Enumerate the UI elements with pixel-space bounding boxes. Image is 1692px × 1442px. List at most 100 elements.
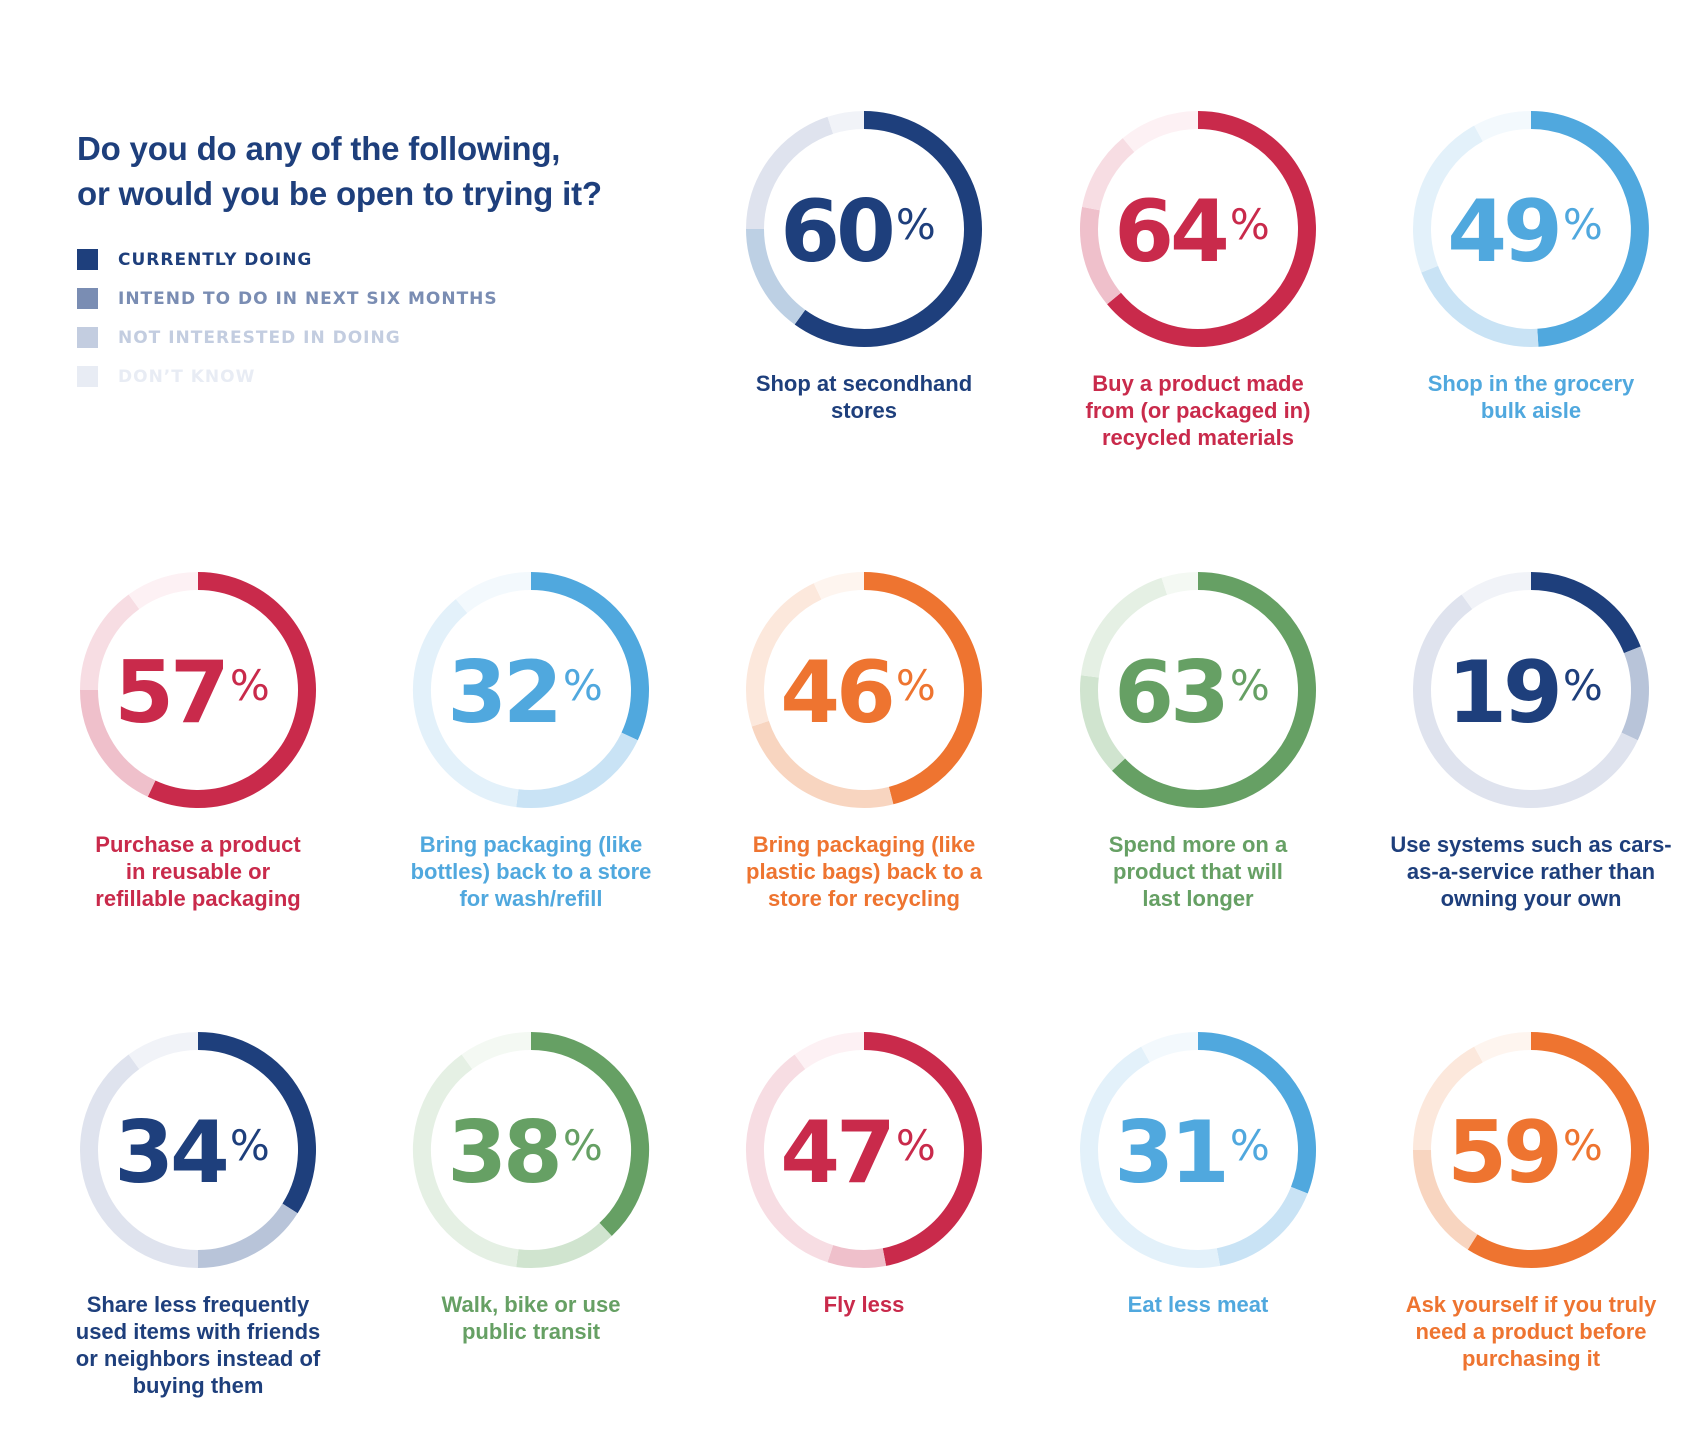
donut-segment-intend [1080,675,1126,771]
donut-caption-line: Share less frequently [86,1292,310,1317]
legend-label: INTEND TO DO IN NEXT SIX MONTHS [118,288,498,309]
donut-caption-line: Walk, bike or use [441,1292,621,1317]
donut-percent-symbol: % [230,661,270,710]
donut-segment-currently-doing [863,1032,982,1266]
donut-segment-not-interested [1080,577,1168,678]
donut-value-label: 19% [1447,643,1603,743]
donut-segment-currently-doing [1107,111,1316,347]
donut-segment-not-interested [1080,1046,1221,1268]
donut-caption-line: public transit [461,1319,601,1344]
donut-value-number: 60 [780,182,892,282]
page-title: Do you do any of the following, or would… [77,126,602,216]
donut-segment-dont-know [827,111,865,134]
donut-segment-not-interested [1082,138,1135,211]
legend-swatch [77,288,98,309]
donut-caption-line: store for recycling [768,886,960,911]
legend-label: NOT INTERESTED IN DOING [118,327,401,348]
donut-caption-line: Spend more on a [1108,832,1288,857]
donut-segment-currently-doing [530,1032,649,1237]
donut-segment-not-interested [1413,125,1483,273]
donut-percent-symbol: % [1230,1121,1270,1170]
donut-segment-not-interested [413,1054,519,1268]
donut-segment-not-interested [746,116,834,230]
donut-caption-line: used items with friends [75,1319,321,1344]
donut-value-number: 63 [1114,643,1226,743]
donut-value-label: 64% [1114,182,1270,282]
donut-11: 31% [1080,1032,1316,1268]
donut-caption: Shop at secondhand stores [714,370,1014,424]
donut-percent-symbol: % [1563,661,1603,710]
donut-4: 32% [413,572,649,808]
donut-caption-line: need a product before [1415,1319,1647,1344]
donut-percent-symbol: % [1563,200,1603,249]
donut-caption-line: bottles) back to a store [410,859,652,884]
donut-percent-symbol: % [563,1121,603,1170]
donut-caption-line: Shop at secondhand [755,371,973,396]
donut-value-label: 47% [780,1103,936,1203]
donut-caption: Purchase a product in reusable or refillab… [48,831,348,912]
donut-value-number: 57 [114,643,226,743]
donut-segment-intend [1421,265,1539,347]
donut-segment-currently-doing [1111,572,1316,808]
donut-percent-symbol: % [896,1121,936,1170]
donut-segment-currently-doing [530,572,649,741]
donut-caption-line: from (or packaged in) [1085,398,1311,423]
donut-caption: Spend more on a product that will last lon… [1048,831,1348,912]
donut-caption-line: bulk aisle [1480,398,1582,423]
donut-12: 59% [1413,1032,1649,1268]
donut-value-number: 34 [114,1103,226,1203]
donut-value-label: 31% [1114,1103,1270,1203]
donut-caption: Ask yourself if you truly need a product … [1381,1291,1681,1372]
legend-swatch [77,327,98,348]
donut-caption-line: refillable packaging [95,886,301,911]
legend-item-dont-know: DON’T KNOW [77,357,498,396]
donut-value-number: 38 [447,1103,559,1203]
donut-segment-intend [1621,646,1649,741]
legend-label: DON’T KNOW [118,366,256,387]
donut-percent-symbol: % [896,661,936,710]
donut-7: 19% [1413,572,1649,808]
legend: CURRENTLY DOING INTEND TO DO IN NEXT SIX… [77,240,498,396]
donut-segment-intend [80,689,156,797]
donut-value-label: 34% [114,1103,270,1203]
legend-item-intend: INTEND TO DO IN NEXT SIX MONTHS [77,279,498,318]
donut-segment-dont-know [1474,111,1532,142]
donut-segment-dont-know [128,572,199,610]
donut-2: 49% [1413,111,1649,347]
donut-caption-line: purchasing it [1461,1346,1601,1371]
donut-value-number: 49 [1447,182,1559,282]
donut-percent-symbol: % [1563,1121,1603,1170]
title-line-2: or would you be open to trying it? [77,175,602,212]
donut-segment-dont-know [1461,572,1532,610]
donut-segment-currently-doing [1530,111,1649,347]
donut-segment-currently-doing [1530,572,1641,654]
legend-label: CURRENTLY DOING [118,249,313,270]
donut-value-label: 57% [114,643,270,743]
donut-value-label: 46% [780,643,936,743]
donut-caption-line: Purchase a product [95,832,301,857]
legend-swatch [77,366,98,387]
donut-caption-line: Bring packaging (like [752,832,976,857]
donut-caption-line: Ask yourself if you truly [1405,1292,1657,1317]
donut-8: 34% [80,1032,316,1268]
donut-segment-currently-doing [1197,1032,1316,1194]
donut-segment-not-interested [1413,594,1638,808]
donut-segment-intend [197,1203,298,1268]
donut-segment-intend [516,732,638,808]
donut-segment-not-interested [1413,1046,1484,1151]
donut-caption: Bring packaging (like plastic bags) back … [714,831,1014,912]
donut-segment-dont-know [1141,1032,1199,1063]
donut-segment-intend [1413,1149,1478,1250]
donut-segment-intend [1216,1186,1308,1266]
donut-0: 60% [746,111,982,347]
donut-caption-line: Fly less [823,1292,905,1317]
donut-5: 46% [746,572,983,808]
donut-segment-currently-doing [197,1032,316,1214]
donut-segment-not-interested [80,594,140,691]
donut-value-number: 32 [447,643,559,743]
donut-segment-intend [1080,206,1122,305]
donut-value-label: 63% [1114,643,1270,743]
donut-segment-intend [516,1222,612,1268]
donut-caption: Share less frequently used items with fri… [48,1291,348,1399]
donut-caption-line: Eat less meat [1127,1292,1269,1317]
